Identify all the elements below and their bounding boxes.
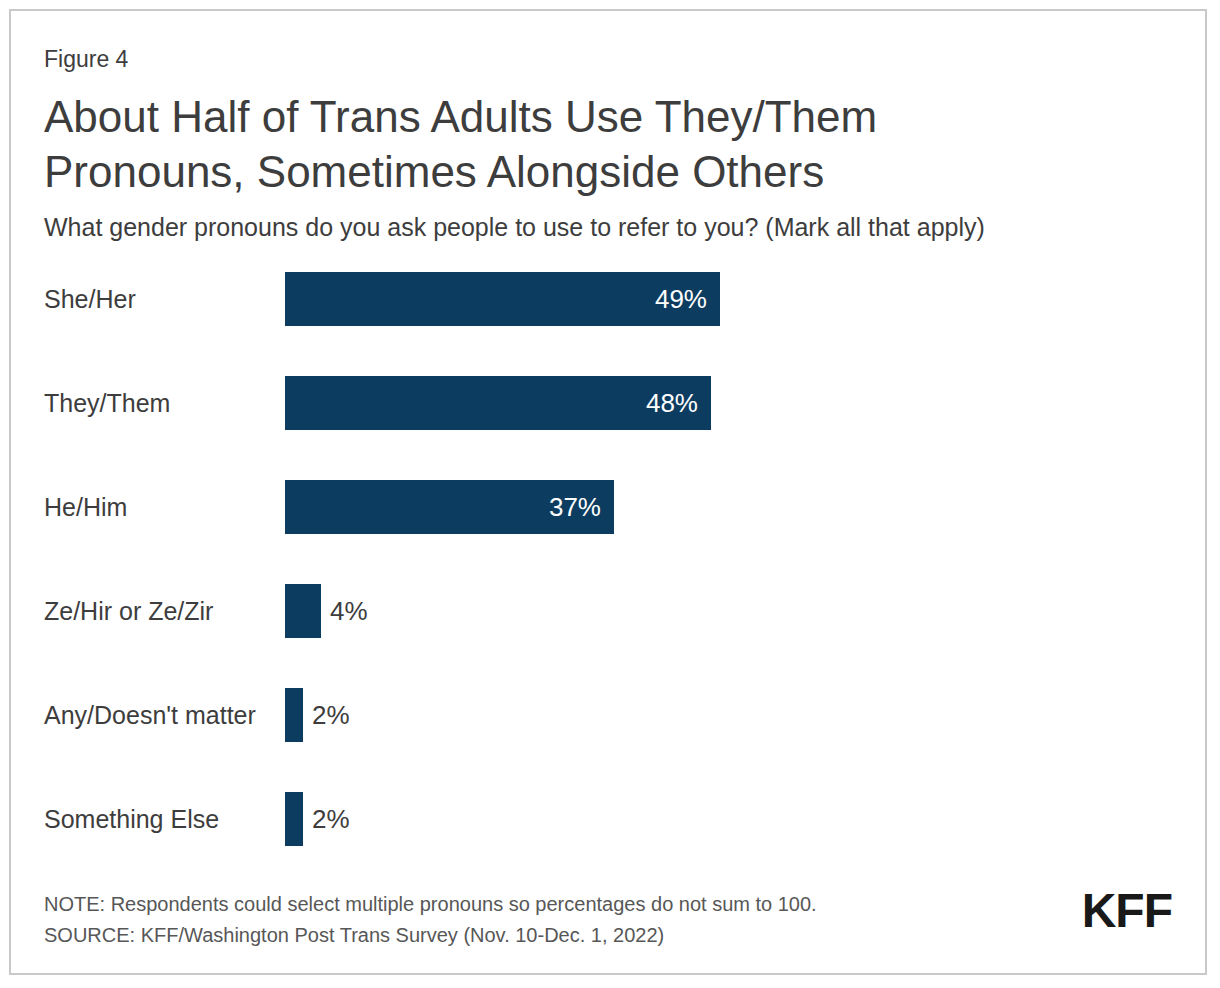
- value-label: 48%: [646, 388, 711, 419]
- value-label: 37%: [549, 492, 614, 523]
- category-label: Ze/Hir or Ze/Zir: [44, 597, 285, 626]
- chart-row: She/Her 49%: [44, 247, 1172, 351]
- notes-block: NOTE: Respondents could select multiple …: [44, 889, 817, 951]
- bar-area: 2%: [285, 792, 350, 846]
- chart-title: About Half of Trans Adults Use They/Them…: [44, 89, 1054, 199]
- bar: 49%: [285, 272, 720, 326]
- bar: [285, 688, 303, 742]
- bar-area: 2%: [285, 688, 350, 742]
- value-label: 2%: [312, 700, 350, 731]
- chart-row: He/Him 37%: [44, 455, 1172, 559]
- value-label: 49%: [655, 284, 720, 315]
- category-label: He/Him: [44, 493, 285, 522]
- category-label: She/Her: [44, 285, 285, 314]
- bar: [285, 792, 303, 846]
- source-text: SOURCE: KFF/Washington Post Trans Survey…: [44, 920, 817, 951]
- chart-row: Any/Doesn't matter 2%: [44, 663, 1172, 767]
- category-label: They/Them: [44, 389, 285, 418]
- bar: 48%: [285, 376, 711, 430]
- category-label: Something Else: [44, 805, 285, 834]
- bar-area: 4%: [285, 584, 368, 638]
- figure-frame: Figure 4 About Half of Trans Adults Use …: [9, 9, 1207, 975]
- chart-rows: She/Her 49% They/Them 48% He/Him 37% Ze/Hir or…: [44, 247, 1172, 871]
- bar-area: 48%: [285, 376, 711, 430]
- bar-area: 49%: [285, 272, 720, 326]
- chart-row: Something Else 2%: [44, 767, 1172, 871]
- chart-row: They/Them 48%: [44, 351, 1172, 455]
- kff-logo: KFF: [1082, 889, 1172, 933]
- bar: [285, 584, 321, 638]
- value-label: 2%: [312, 804, 350, 835]
- bar: 37%: [285, 480, 614, 534]
- figure-content: Figure 4 About Half of Trans Adults Use …: [11, 11, 1205, 951]
- note-text: NOTE: Respondents could select multiple …: [44, 889, 817, 920]
- category-label: Any/Doesn't matter: [44, 701, 285, 730]
- chart-row: Ze/Hir or Ze/Zir 4%: [44, 559, 1172, 663]
- chart-question: What gender pronouns do you ask people t…: [44, 213, 1172, 242]
- figure-label: Figure 4: [44, 46, 1172, 73]
- bar-area: 37%: [285, 480, 614, 534]
- chart-footer: NOTE: Respondents could select multiple …: [44, 889, 1172, 951]
- value-label: 4%: [330, 596, 368, 627]
